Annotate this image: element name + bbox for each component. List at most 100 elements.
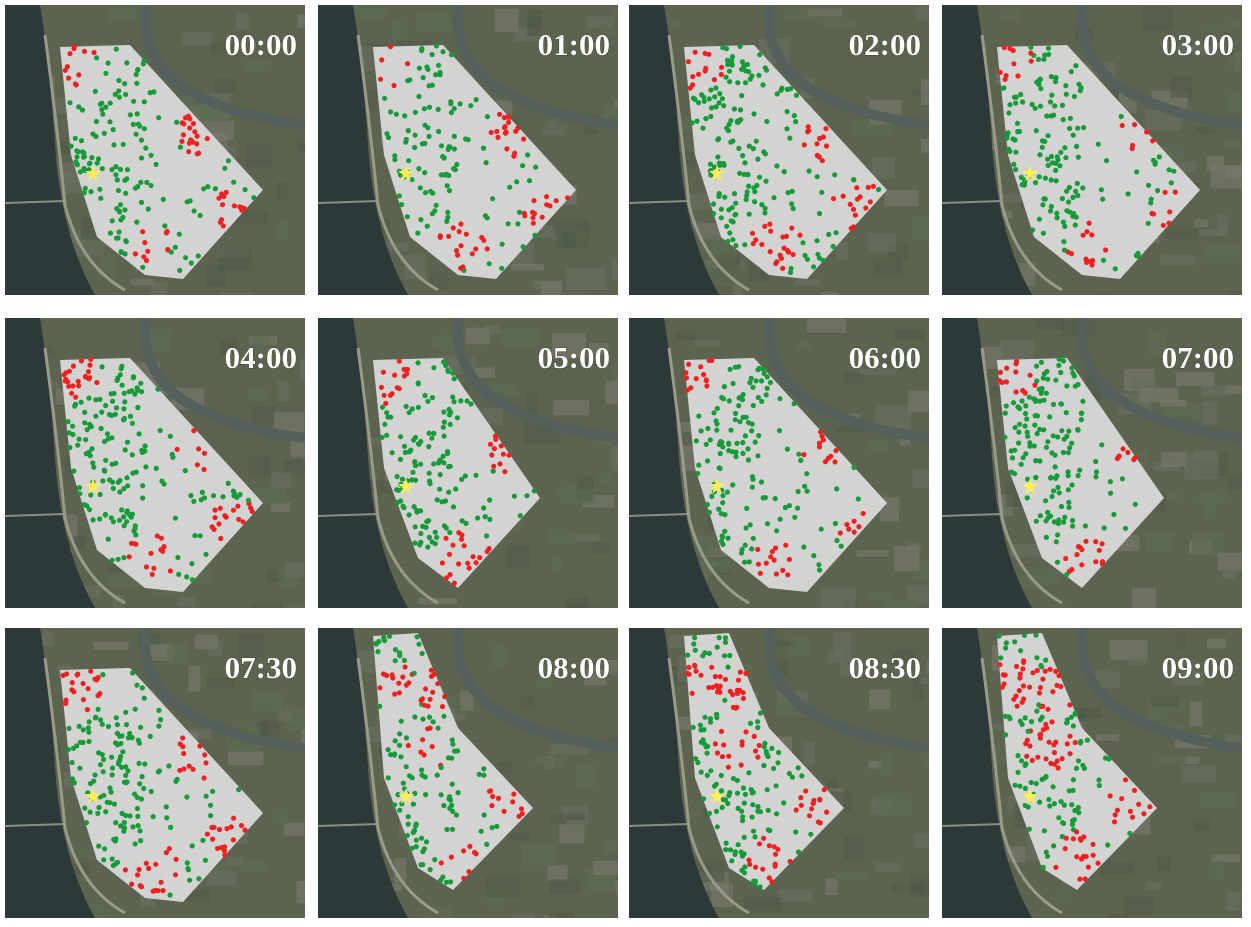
green-dot	[712, 94, 718, 100]
red-dot	[867, 199, 873, 205]
green-dot	[401, 443, 408, 449]
red-dot	[734, 704, 740, 710]
red-dot	[1032, 382, 1038, 388]
green-dot	[376, 638, 382, 644]
terrain-patch	[894, 546, 920, 571]
red-dot	[778, 255, 784, 261]
red-dot	[506, 452, 512, 458]
terrain-patch	[1241, 276, 1242, 286]
green-dot	[91, 778, 97, 784]
green-dot	[1171, 168, 1177, 174]
green-dot	[138, 155, 145, 161]
river	[452, 628, 618, 753]
red-dot	[396, 680, 402, 686]
green-dot	[445, 367, 451, 373]
green-dot	[816, 255, 823, 261]
green-dot	[876, 186, 882, 193]
green-dot	[109, 754, 115, 760]
red-dot	[477, 555, 483, 561]
green-dot	[398, 718, 404, 724]
green-dot	[96, 843, 102, 849]
green-dot	[726, 448, 732, 454]
green-dot	[1044, 113, 1050, 119]
green-dot	[757, 884, 763, 890]
red-dot	[389, 672, 395, 678]
green-dot	[499, 265, 505, 271]
green-dot	[689, 120, 695, 126]
green-dot	[86, 738, 92, 745]
green-dot	[445, 214, 451, 220]
green-dot	[392, 647, 399, 653]
green-dot	[143, 145, 149, 151]
green-dot	[1043, 849, 1049, 855]
red-dot	[437, 234, 443, 240]
green-dot	[133, 131, 139, 137]
green-dot	[1068, 69, 1074, 75]
red-dot	[740, 695, 747, 702]
green-dot	[709, 493, 715, 499]
green-dot	[779, 85, 785, 91]
green-dot	[116, 229, 122, 235]
green-dot	[463, 520, 469, 526]
green-dot	[437, 457, 443, 463]
terrain-patch	[551, 333, 587, 359]
green-dot	[115, 187, 122, 194]
green-dot	[765, 753, 771, 760]
red-dot	[755, 561, 762, 567]
red-dot	[187, 116, 193, 122]
green-dot	[109, 167, 115, 173]
red-dot	[61, 372, 67, 378]
red-dot	[746, 857, 752, 863]
service-area	[373, 358, 540, 588]
green-dot	[727, 230, 733, 236]
terrain-patch	[247, 388, 268, 401]
green-dot	[97, 762, 104, 768]
green-dot	[1075, 426, 1081, 433]
green-dot	[728, 139, 734, 145]
red-dot	[753, 864, 759, 870]
green-dot	[749, 73, 755, 79]
green-dot	[397, 653, 403, 659]
green-dot	[444, 218, 450, 224]
terrain-patch	[608, 737, 618, 746]
red-dot	[467, 843, 473, 849]
green-dot	[751, 185, 757, 191]
green-dot	[716, 506, 722, 512]
red-dot	[726, 753, 732, 759]
red-dot	[401, 373, 407, 379]
green-dot	[760, 495, 766, 501]
green-dot	[481, 812, 487, 818]
green-dot	[706, 509, 712, 515]
red-dot	[400, 674, 406, 680]
green-dot	[79, 107, 85, 113]
green-dot	[77, 491, 83, 497]
green-dot	[1038, 359, 1044, 365]
green-dot	[802, 483, 808, 489]
terrain-patch	[912, 675, 923, 700]
green-dot	[71, 780, 77, 786]
green-dot	[135, 813, 141, 819]
red-dot	[735, 677, 742, 683]
red-dot	[702, 68, 708, 74]
green-dot	[773, 783, 779, 789]
green-dot	[431, 365, 437, 371]
red-dot	[756, 742, 762, 749]
green-dot	[482, 514, 488, 520]
green-dot	[101, 438, 108, 445]
green-dot	[126, 389, 132, 395]
green-dot	[129, 734, 135, 740]
red-dot	[215, 845, 221, 851]
green-dot	[121, 415, 127, 422]
terrain-patch	[526, 16, 543, 37]
red-dot	[469, 251, 475, 257]
shore	[356, 657, 439, 915]
red-dot	[772, 861, 778, 867]
green-dot	[1016, 440, 1022, 446]
green-dot	[95, 706, 101, 712]
green-dot	[412, 144, 418, 151]
green-dot	[450, 394, 456, 400]
green-dot	[130, 824, 136, 830]
green-dot	[729, 60, 735, 66]
terrain-patch	[247, 456, 271, 477]
green-dot	[220, 494, 226, 500]
